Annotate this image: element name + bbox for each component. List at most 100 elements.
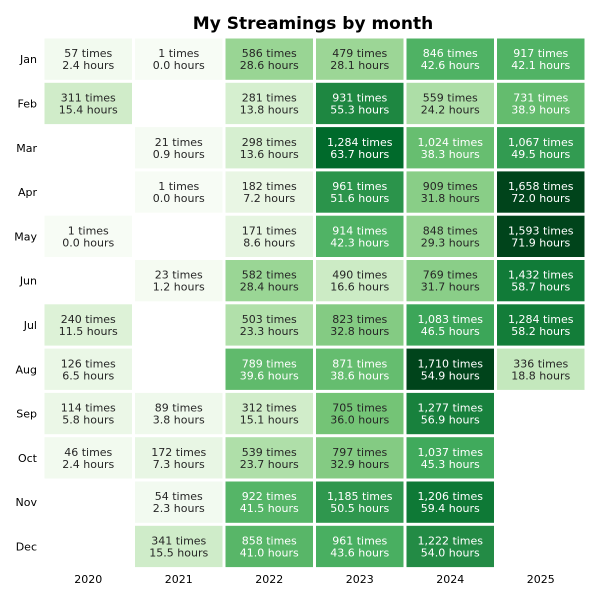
heatmap-cell — [225, 82, 313, 125]
cell-times-label: 312 times — [242, 402, 297, 415]
cell-times-label: 1,222 times — [417, 534, 483, 547]
heatmap-cell — [135, 171, 223, 213]
cell-times-label: 1 times — [158, 180, 199, 193]
cell-hours-label: 28.4 hours — [240, 281, 299, 294]
heatmap-cell — [497, 127, 585, 169]
cell-times-label: 57 times — [64, 47, 112, 60]
cell-hours-label: 13.8 hours — [240, 103, 299, 116]
cell-times-label: 914 times — [332, 224, 387, 237]
cell-times-label: 171 times — [242, 224, 297, 237]
cell-hours-label: 59.4 hours — [421, 502, 480, 515]
heatmap-cell — [497, 171, 585, 213]
cell-hours-label: 2.4 hours — [62, 458, 114, 471]
heatmap-cell — [497, 260, 585, 302]
cell-hours-label: 42.6 hours — [421, 59, 480, 72]
cell-times-label: 182 times — [242, 180, 297, 193]
heatmap-cell — [406, 260, 494, 302]
cell-hours-label: 45.3 hours — [421, 458, 480, 471]
heatmap-cell — [406, 392, 494, 435]
heatmap-cell — [225, 38, 313, 80]
cell-times-label: 21 times — [155, 136, 203, 149]
cell-hours-label: 23.3 hours — [240, 325, 299, 338]
cell-times-label: 846 times — [423, 47, 478, 60]
heatmap-cell — [316, 525, 404, 568]
cell-times-label: 23 times — [155, 269, 203, 282]
cell-hours-label: 2.3 hours — [153, 502, 205, 515]
cell-hours-label: 13.6 hours — [240, 148, 299, 161]
cell-hours-label: 28.6 hours — [240, 59, 299, 72]
cell-times-label: 539 times — [242, 446, 297, 459]
cell-times-label: 582 times — [242, 269, 297, 282]
y-tick-label: Jan — [19, 53, 37, 66]
cell-times-label: 961 times — [332, 534, 387, 547]
cell-hours-label: 24.2 hours — [421, 103, 480, 116]
x-axis-tick-labels: 2020 2021 2022 2023 2024 2025 — [74, 573, 555, 586]
cell-times-label: 769 times — [423, 269, 478, 282]
y-tick-label: Jun — [19, 275, 37, 288]
cell-hours-label: 63.7 hours — [330, 148, 389, 161]
cell-times-label: 848 times — [423, 224, 478, 237]
heatmap-cell — [135, 38, 223, 80]
x-tick-label: 2021 — [165, 573, 193, 586]
cell-hours-label: 6.5 hours — [62, 369, 114, 382]
cell-times-label: 858 times — [242, 534, 297, 547]
heatmap-cell — [44, 82, 132, 125]
x-tick-label: 2025 — [527, 573, 555, 586]
heatmap-cell — [316, 481, 404, 523]
heatmap-cell — [316, 348, 404, 390]
cell-hours-label: 39.6 hours — [240, 369, 299, 382]
heatmap-cell — [497, 82, 585, 125]
heatmap-cell — [316, 38, 404, 80]
cell-times-label: 823 times — [332, 313, 387, 326]
cell-times-label: 1,284 times — [327, 136, 393, 149]
cell-hours-label: 23.7 hours — [240, 458, 299, 471]
cell-hours-label: 16.6 hours — [330, 281, 389, 294]
heatmap-cell — [135, 525, 223, 568]
heatmap-cell — [406, 171, 494, 213]
heatmap-cell — [316, 82, 404, 125]
cell-hours-label: 38.9 hours — [511, 103, 570, 116]
cell-times-label: 298 times — [242, 136, 297, 149]
cell-times-label: 931 times — [332, 91, 387, 104]
cell-hours-label: 31.8 hours — [421, 192, 480, 205]
heatmap-cell — [225, 215, 313, 257]
cell-hours-label: 38.6 hours — [330, 369, 389, 382]
cell-hours-label: 15.1 hours — [240, 414, 299, 427]
cell-times-label: 114 times — [61, 402, 116, 415]
cell-times-label: 961 times — [332, 180, 387, 193]
cell-times-label: 1,284 times — [508, 313, 574, 326]
cell-hours-label: 31.7 hours — [421, 281, 480, 294]
x-tick-label: 2022 — [255, 573, 283, 586]
cell-times-label: 1,024 times — [417, 136, 483, 149]
heatmap-cell — [225, 260, 313, 302]
heatmap-cell — [406, 481, 494, 523]
heatmap-cell — [225, 304, 313, 346]
heatmap-cell — [44, 215, 132, 257]
cell-times-label: 1,593 times — [508, 224, 574, 237]
heatmap-cell — [316, 215, 404, 257]
cell-times-label: 909 times — [423, 180, 478, 193]
cell-hours-label: 41.0 hours — [240, 546, 299, 559]
heatmap-cell — [135, 481, 223, 523]
cell-hours-label: 0.0 hours — [153, 192, 205, 205]
cell-times-label: 311 times — [61, 91, 116, 104]
cell-times-label: 586 times — [242, 47, 297, 60]
heatmap-cell — [316, 171, 404, 213]
cell-times-label: 1,037 times — [417, 446, 483, 459]
heatmap-cell — [316, 437, 404, 479]
cell-hours-label: 71.9 hours — [511, 236, 570, 249]
heatmap-cell — [135, 437, 223, 479]
heatmap-cell — [316, 392, 404, 435]
heatmap-cell — [497, 304, 585, 346]
cell-times-label: 1 times — [158, 47, 199, 60]
cell-times-label: 705 times — [332, 402, 387, 415]
cell-times-label: 172 times — [151, 446, 206, 459]
cell-hours-label: 15.5 hours — [149, 546, 208, 559]
heatmap-cell — [44, 348, 132, 390]
cell-times-label: 1,277 times — [417, 402, 483, 415]
cell-hours-label: 1.2 hours — [153, 281, 205, 294]
chart-title: My Streamings by month — [193, 14, 433, 34]
y-tick-label: Apr — [18, 186, 38, 199]
cell-times-label: 1,206 times — [417, 490, 483, 503]
